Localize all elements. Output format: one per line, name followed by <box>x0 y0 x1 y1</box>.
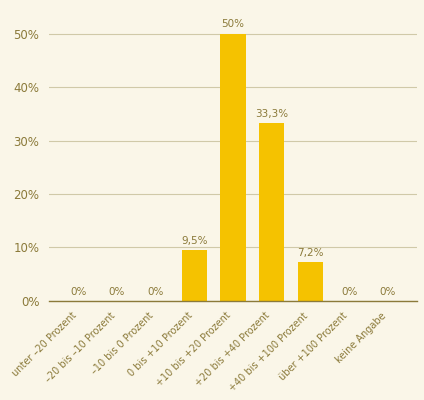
Text: 0%: 0% <box>109 286 125 296</box>
Text: 50%: 50% <box>221 19 245 29</box>
Text: 0%: 0% <box>148 286 164 296</box>
Text: 7,2%: 7,2% <box>297 248 324 258</box>
Bar <box>220 34 245 301</box>
Text: 33,3%: 33,3% <box>255 109 288 119</box>
Text: 9,5%: 9,5% <box>181 236 208 246</box>
Text: 0%: 0% <box>379 286 396 296</box>
Bar <box>298 262 323 301</box>
Bar <box>259 123 284 301</box>
Text: 0%: 0% <box>341 286 357 296</box>
Text: 0%: 0% <box>70 286 86 296</box>
Bar <box>182 250 207 301</box>
